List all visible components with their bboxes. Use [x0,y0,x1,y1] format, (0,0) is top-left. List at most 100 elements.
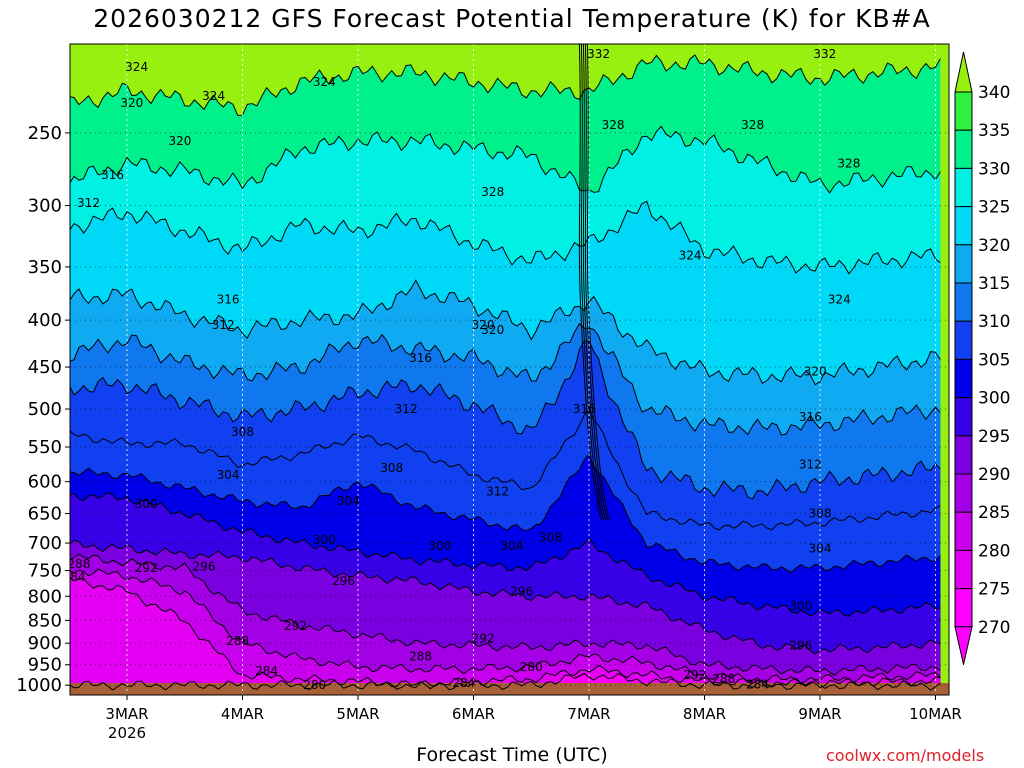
contour-label-2: 320 [120,96,143,110]
contour-label-19: 312 [212,318,235,332]
colorbar-label-330: 330 [978,159,1010,179]
contour-label-27: 308 [380,461,403,475]
contour-label-25: 312 [799,458,822,472]
contour-label-55: 288 [712,672,735,686]
frontal-contour-4 [584,44,608,521]
y-tick-label-400: 400 [28,310,62,331]
colorbar-label-300: 300 [978,389,1010,409]
contour-label-44: 300 [789,599,812,613]
x-tick-label-6MAR: 6MAR [452,705,495,723]
contour-label-8: 332 [587,47,610,61]
contour-label-48: 296 [789,638,812,652]
isentrope-296K [70,539,941,655]
frontal-contour-2 [580,44,604,521]
contour-label-4: 312 [77,196,100,210]
contour-label-5: 320 [168,134,191,148]
colorbar-label-340: 340 [978,83,1010,103]
colorbar-label-320: 320 [978,236,1010,256]
colorbar-top-arrow [954,51,973,93]
x-axis-label: Forecast Time (UTC) [416,744,608,766]
contour-label-20: 316 [409,351,432,365]
colorbar: 340 335 330 325 320 315 310 305 300 295 290 285 280 2… [954,51,1010,665]
contour-label-56: 284 [746,677,769,691]
colorbar-label-310: 310 [978,312,1010,332]
frontal-contour-1 [578,44,602,521]
contour-label-24: 316 [799,410,822,424]
isentrope-324K [70,200,941,275]
isentrope-280K [70,672,941,691]
colorbar-swatch-300 [954,358,973,399]
colorbar-swatch-330 [954,129,973,169]
colorbar-label-280: 280 [978,541,1010,561]
isentrope-292K [70,553,941,676]
colorbar-swatch-290 [954,435,973,475]
isentrope-308K [70,409,941,531]
y-tick-label-700: 700 [28,533,62,554]
y-tick-label-250: 250 [28,123,62,144]
colorbar-label-295: 295 [978,427,1010,447]
x-tick-label-8MAR: 8MAR [683,705,726,723]
frontal-contour-5 [586,44,610,521]
y-tick-label-900: 900 [28,633,62,654]
contour-label-1: 324 [125,60,148,74]
plot-frame [69,43,950,696]
y-tick-label-350: 350 [28,257,62,278]
contour-label-46: 288 [226,634,249,648]
isentrope-288K [70,568,941,685]
colorbar-label-315: 315 [978,274,1010,294]
contour-label-52: 280 [520,660,543,674]
y-tick-label-600: 600 [28,472,62,493]
y-axis: 2503003504004505005506006507007508008509… [16,123,70,696]
contour-label-16: 320 [472,318,495,332]
contour-label-3: 316 [101,168,124,182]
colorbar-swatch-295 [954,397,973,437]
contour-label-39: 284 [63,570,86,584]
colorbar-label-305: 305 [978,350,1010,370]
colorbar-swatch-310 [954,282,973,322]
y-tick-label-500: 500 [28,399,62,420]
x-tick-label-4MAR: 4MAR [221,705,264,723]
contour-label-15: 324 [828,293,851,307]
contour-label-41: 296 [193,559,216,573]
x-tick-label-9MAR: 9MAR [798,705,841,723]
colorbar-bottom-arrow [954,626,973,665]
colorbar-swatch-270 [954,588,973,628]
colorbar-swatch-315 [954,244,973,284]
contour-label-51: 280 [303,678,326,692]
contour-label-11: 328 [741,118,764,132]
contour-label-23: 320 [804,364,827,378]
y-tick-label-1000: 1000 [16,675,62,696]
isentrope-300K [70,491,941,617]
contour-label-14: 324 [679,248,702,262]
contour-label-33: 300 [313,533,336,547]
frontal-contour-3 [582,44,606,521]
contour-label-28: 304 [217,468,240,482]
contour-label-31: 308 [539,530,562,544]
y-tick-label-800: 800 [28,586,62,607]
y-tick-label-650: 650 [28,504,62,525]
contour-label-49: 288 [409,649,432,663]
colorbar-swatch-320 [954,206,973,246]
colorbar-label-325: 325 [978,198,1010,218]
colorbar-swatch-275 [954,549,973,590]
isentrope-312K [70,340,941,500]
x-tick-label-10MAR: 10MAR [909,705,962,723]
contour-label-38: 288 [67,557,90,571]
y-tick-label-450: 450 [28,357,62,378]
contour-label-32: 300 [135,497,158,511]
contour-label-10: 328 [602,118,625,132]
isentrope-320K [70,279,941,386]
colorbar-label-275: 275 [978,580,1010,600]
contour-label-36: 308 [809,507,832,521]
isentrope-304K [70,453,941,574]
contour-label-37: 304 [809,542,832,556]
contour-label-43: 296 [510,584,533,598]
contour-label-6: 324 [202,89,225,103]
contour-label-45: 292 [284,619,307,633]
colorbar-swatch-305 [954,320,973,360]
contour-label-26: 308 [231,425,254,439]
y-tick-label-550: 550 [28,437,62,458]
contour-label-40: 292 [135,561,158,575]
